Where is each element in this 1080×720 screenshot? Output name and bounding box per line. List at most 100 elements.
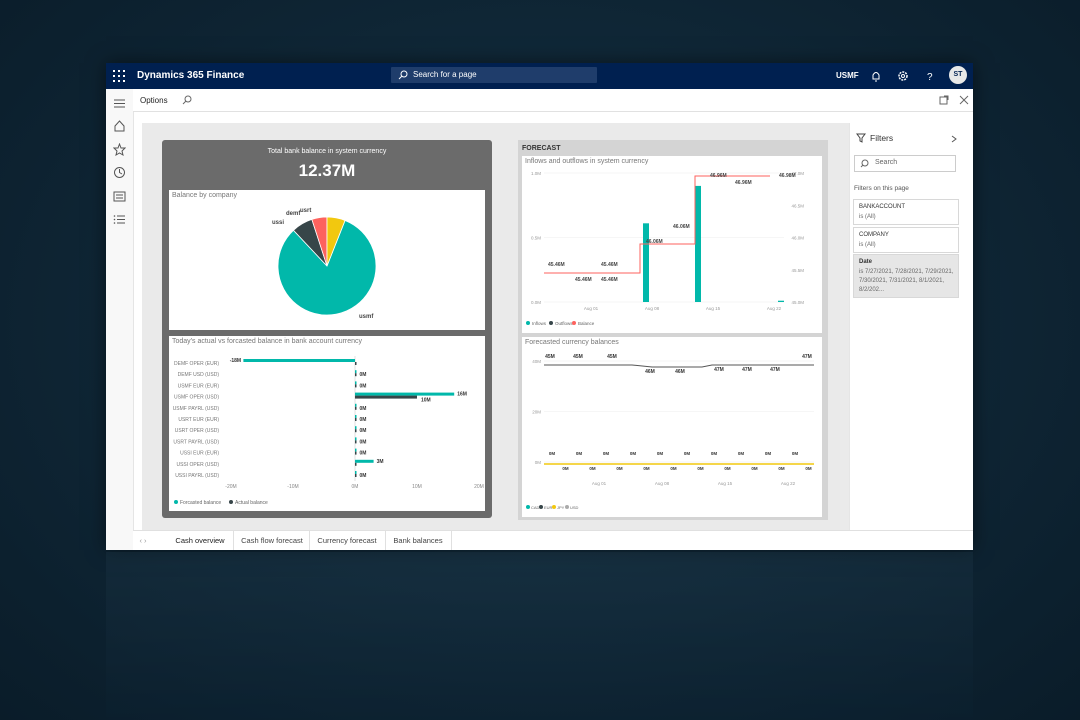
cad-data-label: 0M bbox=[805, 466, 812, 471]
legend-label: Actual balance bbox=[235, 500, 268, 506]
forecast-panel: FORECAST Inflows and outflows in system … bbox=[518, 140, 828, 520]
legend-marker bbox=[526, 321, 530, 325]
filter-card-bankaccount[interactable]: BANKACCOUNT is (All) bbox=[853, 199, 959, 225]
cad-data-label: 0M bbox=[765, 451, 772, 456]
pie-slice-usmf bbox=[277, 219, 377, 316]
usd-data-label: 46M bbox=[645, 369, 655, 375]
tab-cash-flow-forecast[interactable]: Cash flow forecast bbox=[235, 531, 310, 550]
inflow-bar bbox=[695, 185, 701, 302]
forecast-bar bbox=[355, 370, 357, 374]
inflows-outflows-card[interactable]: Inflows and outflows in system currency … bbox=[522, 156, 822, 333]
category-label: USMF PAYRL (USD) bbox=[173, 406, 220, 412]
category-label: USRT PAYRL (USD) bbox=[173, 439, 219, 445]
left-navigation bbox=[106, 89, 134, 550]
balance-label: 46.96M bbox=[710, 173, 727, 179]
balance-by-company-card[interactable]: Balance by company usmf ussi demf usrt bbox=[169, 190, 485, 330]
cad-data-label: 0M bbox=[603, 451, 610, 456]
x-tick-label: Aug 08 bbox=[645, 306, 660, 311]
bell-icon[interactable] bbox=[868, 68, 884, 84]
category-label: USSI EUR (EUR) bbox=[180, 451, 219, 457]
currency-balances-card[interactable]: Forecasted currency balances 0M 20M 40M Aug… bbox=[522, 337, 822, 517]
inflow-bar bbox=[778, 300, 784, 302]
y-tick-label: 0.0M bbox=[531, 300, 541, 305]
y2-tick-label: 45.5M bbox=[791, 268, 804, 273]
cad-data-label: 0M bbox=[616, 466, 623, 471]
category-label: USRT EUR (EUR) bbox=[178, 417, 219, 423]
options-button[interactable]: Options bbox=[140, 96, 168, 105]
balance-line bbox=[544, 175, 770, 274]
forecast-bar bbox=[355, 415, 357, 418]
tab-scroll-left[interactable]: ‹ › bbox=[139, 536, 147, 545]
x-tick-label: 10M bbox=[412, 484, 422, 490]
company-selector[interactable]: USMF bbox=[836, 71, 859, 80]
legend-label: EUR bbox=[544, 505, 553, 510]
cad-data-label: 0M bbox=[738, 451, 745, 456]
forecast-bar bbox=[355, 381, 357, 385]
actual-bar bbox=[355, 440, 357, 444]
legend-marker bbox=[174, 500, 178, 504]
balance-label: 46.96M bbox=[735, 180, 752, 186]
cad-data-label: 0M bbox=[657, 451, 664, 456]
search-icon bbox=[860, 159, 869, 168]
actual-bar bbox=[355, 418, 357, 421]
help-icon[interactable]: ? bbox=[922, 68, 938, 84]
x-tick-label: 20M bbox=[474, 484, 484, 490]
y-tick-label: 20M bbox=[532, 410, 541, 415]
data-label: 10M bbox=[421, 398, 431, 404]
close-icon[interactable] bbox=[959, 95, 969, 105]
open-new-window-icon[interactable] bbox=[939, 95, 949, 105]
y2-tick-label: 45.0M bbox=[791, 300, 804, 305]
hamburger-icon[interactable] bbox=[113, 97, 126, 110]
filter-card-date[interactable]: Date is 7/27/2021, 7/28/2021, 7/29/2021,… bbox=[853, 254, 959, 298]
data-label: 0M bbox=[360, 406, 367, 412]
search-icon[interactable] bbox=[182, 95, 192, 105]
card-title: Forecasted currency balances bbox=[525, 339, 619, 346]
legend-label: Inflows bbox=[532, 321, 547, 326]
kpi-title: Total bank balance in system currency bbox=[267, 148, 387, 155]
svg-text:?: ? bbox=[927, 72, 933, 83]
tab-bank-balances[interactable]: Bank balances bbox=[385, 531, 452, 550]
forecast-title: FORECAST bbox=[522, 145, 561, 152]
filter-card-company[interactable]: COMPANY is (All) bbox=[853, 227, 959, 253]
cad-data-label: 0M bbox=[792, 451, 799, 456]
chevron-right-icon[interactable] bbox=[950, 135, 958, 143]
x-tick-label: Aug 01 bbox=[584, 306, 599, 311]
avatar[interactable]: ST bbox=[949, 66, 967, 84]
filter-icon bbox=[856, 133, 866, 143]
cad-data-label: 0M bbox=[778, 466, 785, 471]
balance-label: 46.98M bbox=[779, 173, 796, 179]
legend-label: JPY bbox=[557, 505, 565, 510]
usd-data-label: 47M bbox=[770, 367, 780, 373]
balance-label: 45.46M bbox=[601, 277, 618, 283]
y2-tick-label: 46.0M bbox=[791, 236, 804, 241]
x-tick-label: Aug 01 bbox=[592, 481, 607, 486]
forecast-bar bbox=[355, 392, 455, 396]
data-label: 0M bbox=[360, 473, 367, 479]
workspaces-icon[interactable] bbox=[113, 190, 126, 203]
x-tick-label: -20M bbox=[225, 484, 236, 490]
home-icon[interactable] bbox=[113, 119, 126, 132]
actual-bar bbox=[355, 406, 357, 410]
gear-icon[interactable] bbox=[895, 68, 911, 84]
category-label: USMF OPER (USD) bbox=[174, 395, 219, 401]
bank-account-balance-card[interactable]: Today's actual vs forcasted balance in b… bbox=[169, 336, 485, 511]
tab-currency-forecast[interactable]: Currency forecast bbox=[309, 531, 386, 550]
clock-icon[interactable] bbox=[113, 166, 126, 179]
legend-label: Balance bbox=[578, 321, 595, 326]
forecast-bar bbox=[243, 359, 355, 362]
actual-bar bbox=[355, 429, 357, 433]
cad-data-label: 0M bbox=[589, 466, 596, 471]
legend-marker bbox=[229, 500, 233, 504]
star-icon[interactable] bbox=[113, 143, 126, 156]
report-canvas: Total bank balance in system currency 12… bbox=[142, 123, 849, 531]
forecast-bar bbox=[355, 471, 357, 474]
app-launcher-icon[interactable] bbox=[112, 69, 126, 83]
currency-balances-chart: 0M 20M 40M Aug 01 Aug 08 Aug 15 Aug 22 45M 45M 45… bbox=[526, 354, 814, 510]
modules-icon[interactable] bbox=[113, 213, 126, 226]
tab-cash-overview[interactable]: Cash overview bbox=[167, 531, 234, 550]
filter-search-input[interactable]: Search bbox=[854, 155, 956, 172]
cad-data-label: 0M bbox=[697, 466, 704, 471]
balance-label: 46.06M bbox=[673, 224, 690, 230]
global-search[interactable]: Search for a page bbox=[391, 67, 597, 83]
